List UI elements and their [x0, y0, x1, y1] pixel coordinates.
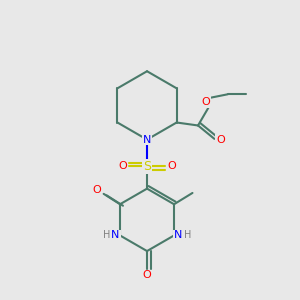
Text: O: O: [118, 161, 127, 171]
Text: O: O: [216, 135, 225, 145]
Text: S: S: [143, 160, 151, 173]
Text: O: O: [167, 161, 176, 171]
Text: O: O: [93, 185, 101, 195]
Text: N: N: [143, 135, 151, 145]
Text: H: H: [184, 230, 191, 241]
Text: O: O: [143, 270, 152, 280]
Text: O: O: [201, 97, 210, 107]
Text: N: N: [111, 230, 120, 241]
Text: H: H: [103, 230, 110, 241]
Text: N: N: [174, 230, 183, 241]
